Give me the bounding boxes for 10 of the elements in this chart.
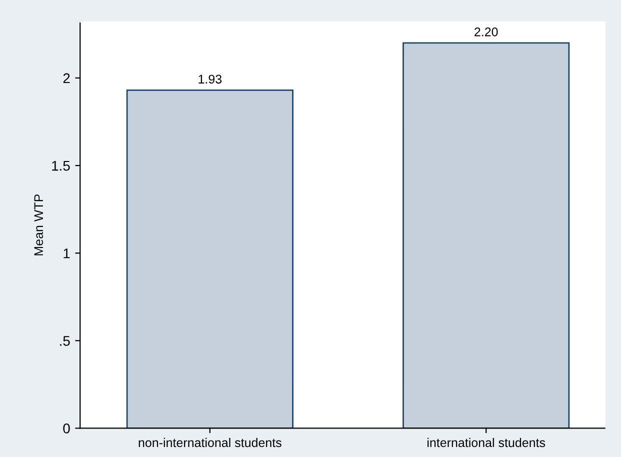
x-tick-label: non-international students [138, 438, 282, 448]
data-label: 2.20 [474, 27, 498, 36]
data-label: 1.93 [198, 74, 222, 84]
x-tick-label: international students [428, 438, 546, 448]
y-tick-label: 2 [63, 73, 70, 84]
y-tick-label: 1.5 [52, 161, 70, 171]
y-tick-label: 0 [63, 424, 70, 434]
y-axis-title: Mean WTP [34, 194, 44, 256]
y-tick-label: 1 [64, 248, 70, 258]
y-tick-label: .5 [60, 336, 70, 346]
